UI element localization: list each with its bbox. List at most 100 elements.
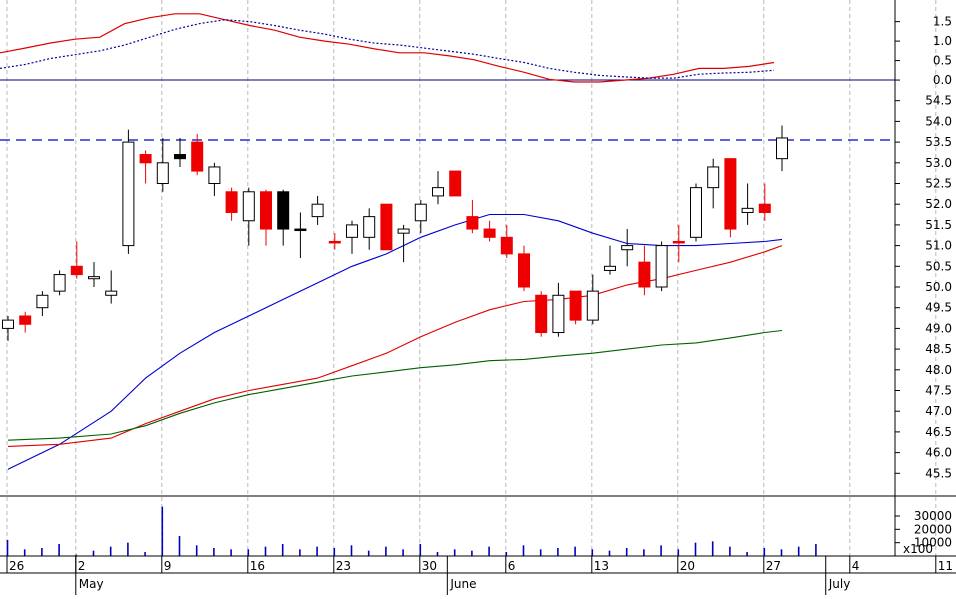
candle-43 [741,183,754,225]
candle-12 [208,162,221,196]
candle-8 [139,150,152,184]
candle-25 [432,171,444,205]
candle-body-19 [328,240,341,244]
xtick-label-4: 23 [336,559,351,573]
candle-19 [328,233,341,250]
candle-body-24 [414,203,427,222]
candle-body-44 [758,203,771,213]
candle-7 [122,129,135,254]
candle-body-28 [483,228,496,238]
candle-body-21 [363,216,376,238]
price-ytick-tick-label-8: 50.5 [925,259,952,273]
candle-body-8 [139,154,152,164]
candle-10 [174,137,186,167]
moving-average-1 [7,245,783,447]
grid-lines [6,0,937,556]
candle-body-5 [88,276,100,280]
xtick-label-7: 13 [594,559,609,573]
xtick-label-3: 16 [250,559,265,573]
price-ytick-tick-label-1: 54.0 [925,114,952,128]
candle-body-0 [2,319,14,329]
candle-body-6 [105,290,118,296]
candle-33 [569,290,582,325]
candle-2 [36,291,49,316]
candle-29 [500,224,513,259]
candle-body-10 [174,154,186,160]
candle-body-14 [242,191,255,222]
candle-4 [70,241,83,279]
candle-11 [191,133,204,176]
volume-ytick-tick-label-2: 10000 [914,536,952,550]
candle-body-25 [432,187,444,197]
price-ytick-tick-label-12: 48.5 [925,342,952,356]
candle-body-40 [690,187,702,238]
candle-45 [776,125,788,172]
candle-17 [294,212,307,259]
price-ytick-tick-label-15: 47.0 [925,404,952,418]
candle-32 [552,282,565,337]
month-label-0: May [79,577,104,591]
candle-38 [655,241,668,292]
volume-scale-label: x100 [903,542,933,556]
oscillator-ytick-tick-label-1: 1.0 [933,34,952,48]
candle-6 [105,270,118,304]
candle-body-38 [655,245,668,288]
candle-body-30 [518,253,530,288]
candle-36 [621,229,634,267]
oscillator-panel [0,13,895,83]
candle-body-27 [466,216,479,230]
volume-ytick-tick-label-0: 30000 [914,509,952,523]
oscillator-ytick-tick-label-3: 0.0 [933,73,952,87]
xtick-label-1: 2 [78,559,86,573]
candle-1 [19,311,32,333]
candle-body-17 [294,228,307,232]
candle-21 [363,208,376,250]
xtick-label-11: 11 [938,559,953,573]
candle-body-32 [552,294,565,334]
month-label-2: July [828,577,851,591]
xtick-label-2: 9 [164,559,172,573]
candle-body-9 [156,162,169,185]
candle-body-37 [638,261,651,288]
candle-body-22 [380,203,393,251]
candle-body-16 [277,191,290,230]
candle-37 [638,245,651,296]
candle-41 [707,158,720,209]
price-ytick-tick-label-9: 50.0 [925,280,952,294]
oscillator-ytick-tick-label-2: 0.5 [933,54,952,68]
candle-body-13 [225,191,238,213]
price-ytick-tick-label-17: 46.0 [925,446,952,460]
candle-body-20 [346,224,358,238]
candle-18 [311,195,324,225]
price-ytick-tick-label-2: 53.5 [925,135,952,149]
candle-body-23 [397,228,410,234]
candle-15 [260,189,272,246]
month-label-1: June [449,577,476,591]
candle-body-4 [70,265,83,276]
candle-13 [225,187,238,221]
moving-average-2 [7,329,783,441]
price-ytick-tick-label-11: 49.0 [925,321,952,335]
candle-23 [397,224,410,263]
candle-24 [414,200,427,234]
price-ytick-tick-label-3: 53.0 [925,156,952,170]
candle-39 [672,224,685,263]
axis-labels: 1.5 1.0 0.5 0.0 54.5 54.0 53.5 53.0 52.5 52.0 51.5… [6,15,953,595]
price-ytick-tick-label-14: 47.5 [925,384,952,398]
candle-body-45 [776,137,788,160]
volume-ytick-tick-label-1: 20000 [914,522,952,536]
panel-frames [0,0,956,574]
candle-body-39 [672,240,685,244]
price-ytick-tick-label-10: 49.5 [925,301,952,315]
oscillator-ytick-tick-label-0: 1.5 [933,15,952,29]
candle-22 [380,203,393,251]
candle-body-34 [586,290,599,321]
candle-body-18 [311,203,324,218]
candle-26 [449,170,462,197]
candle-body-26 [449,170,462,197]
candle-16 [277,189,290,246]
candle-body-7 [122,141,135,247]
candle-body-43 [741,207,754,213]
